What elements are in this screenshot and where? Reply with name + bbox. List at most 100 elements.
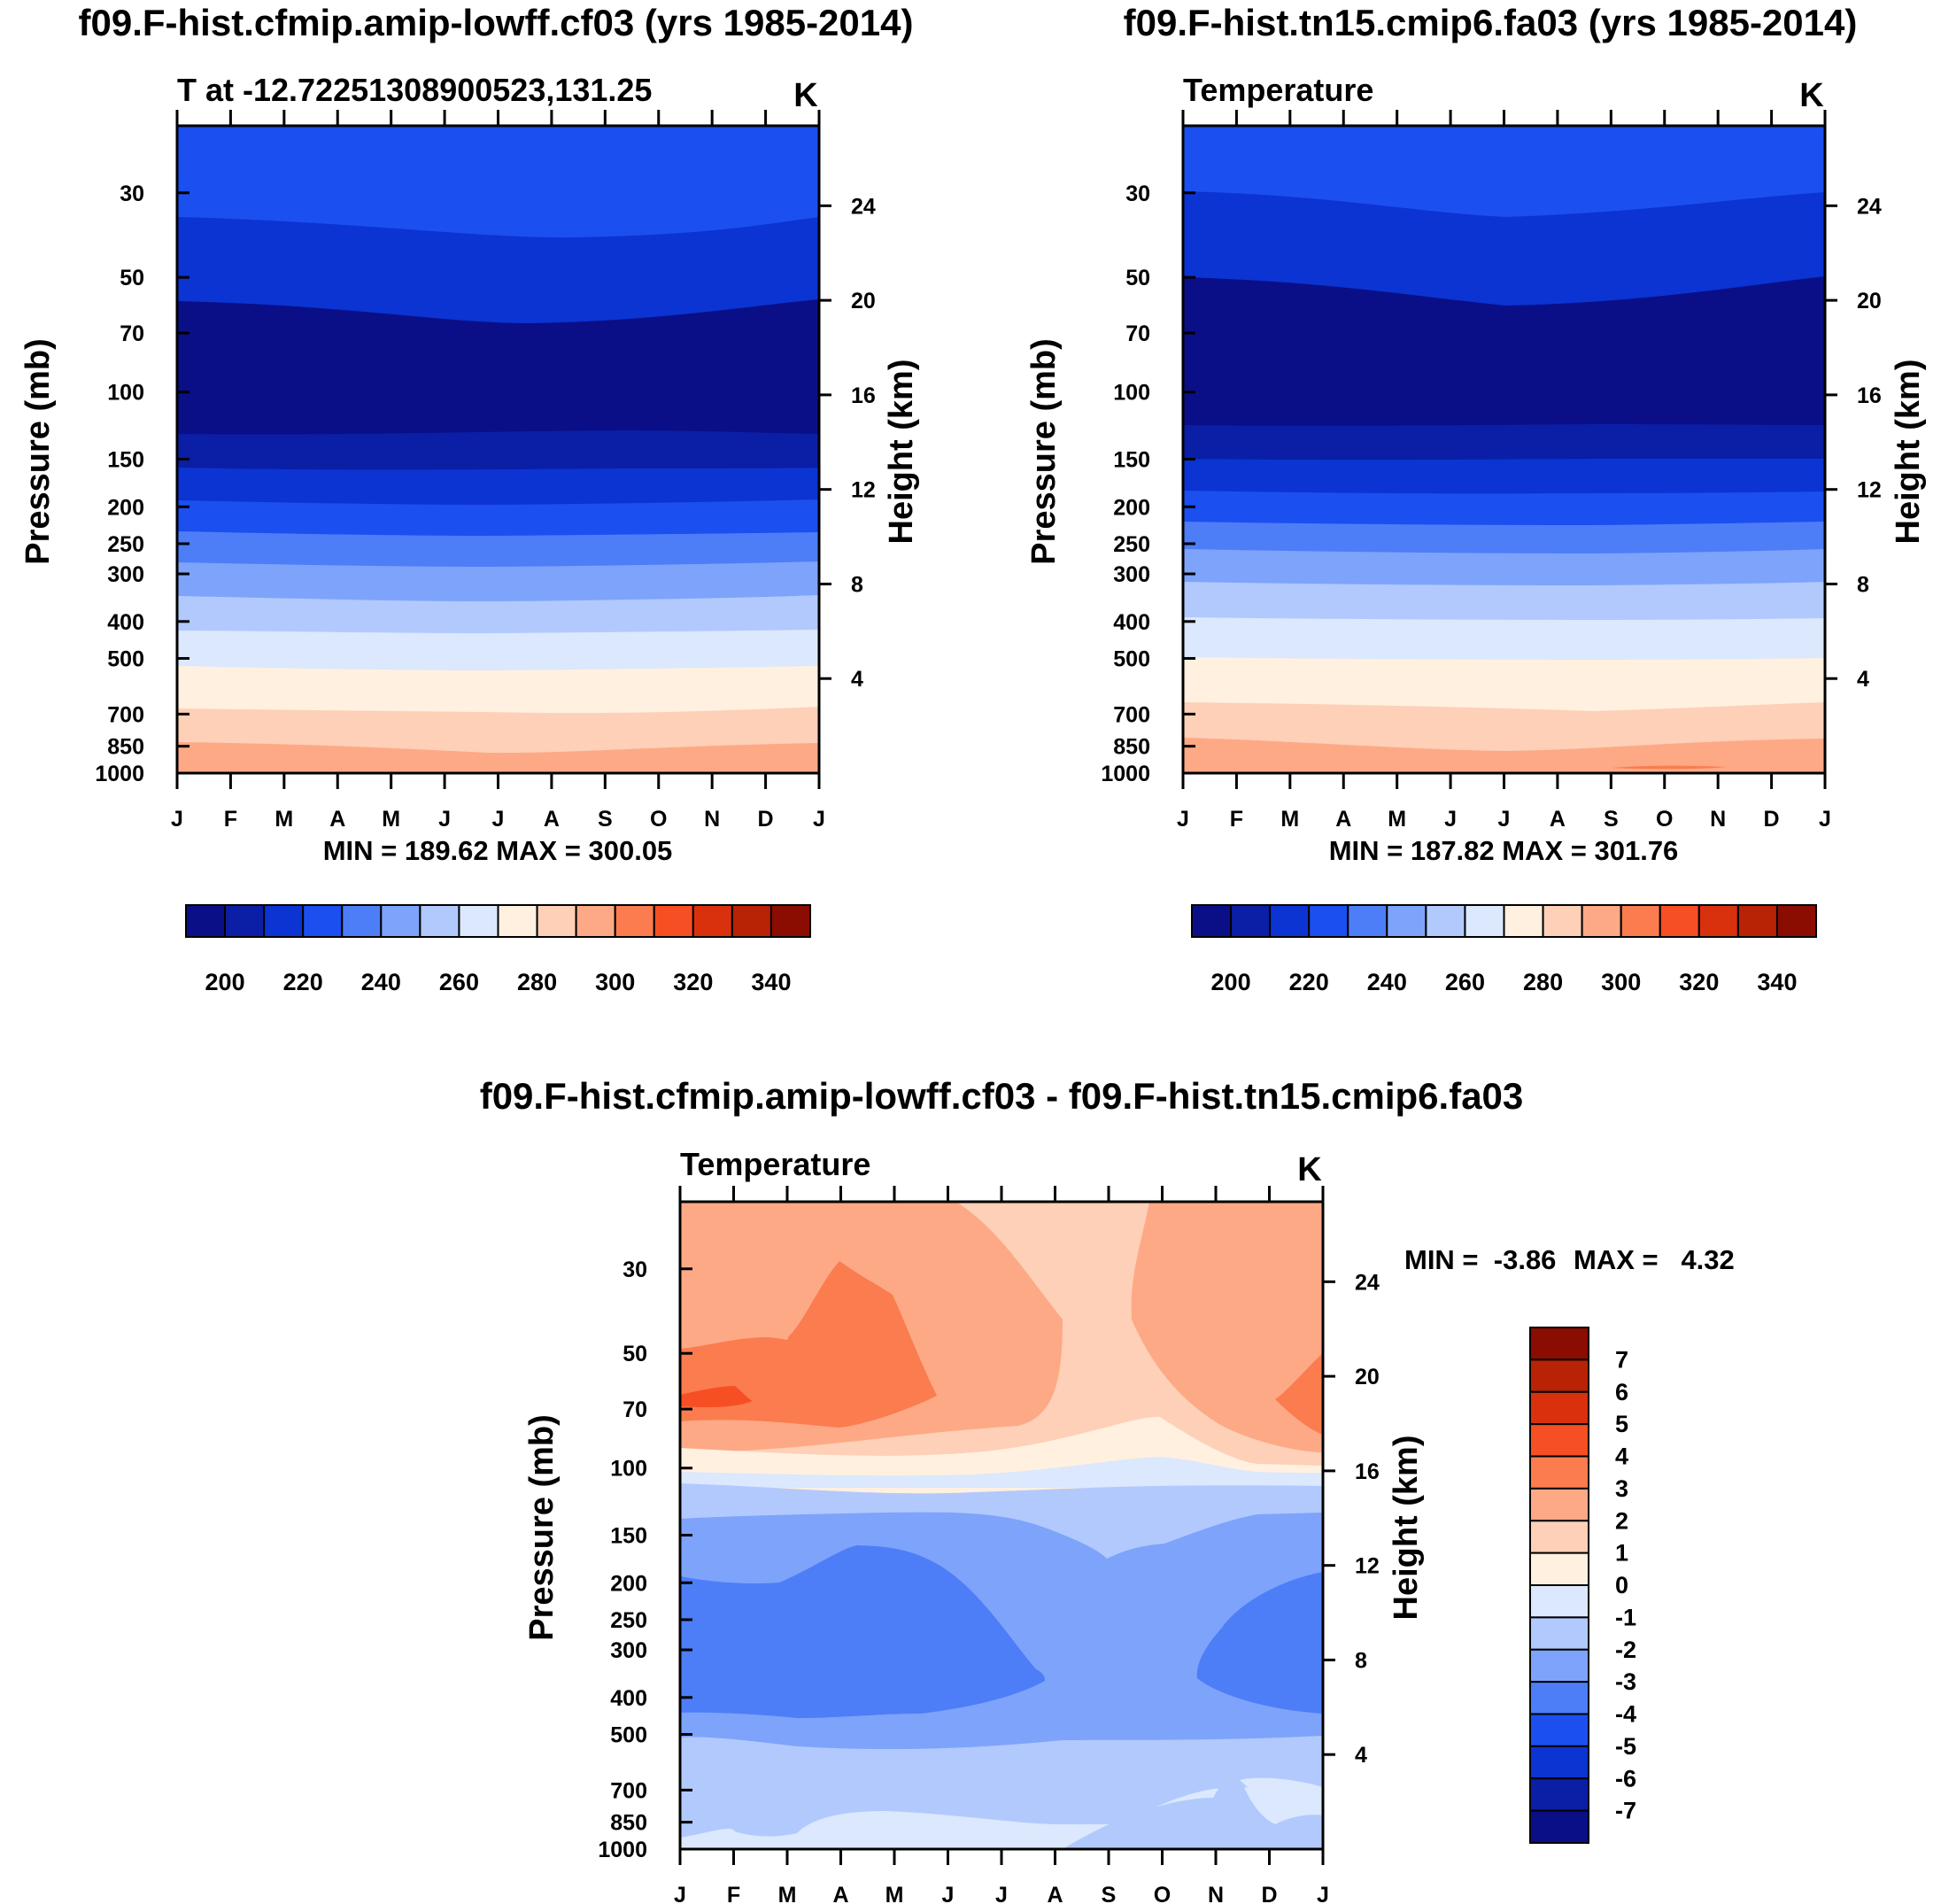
colorbar-swatch <box>731 904 772 938</box>
colorbar-swatch <box>1529 1713 1589 1747</box>
colorbar-label: 280 <box>517 969 557 995</box>
y-tick-label: 100 <box>1113 381 1150 406</box>
y-tick-label: 150 <box>1113 448 1150 473</box>
panel-a-axes: J F M A M J J A S O N D J 30 50 70 100 150 200 250 300 400 500… <box>95 110 876 832</box>
colorbar-swatch <box>1775 904 1817 938</box>
x-tick-label: A <box>544 807 560 832</box>
x-tick-label: F <box>1230 807 1243 832</box>
colorbar-swatch <box>1620 904 1661 938</box>
panel-a: f09.F-hist.cfmip.amip-lowff.cf03 (yrs 19… <box>19 2 920 995</box>
x-tick-label: A <box>832 1883 848 1904</box>
y-tick-label: 850 <box>1113 735 1150 760</box>
y-tick-label: 100 <box>610 1457 647 1482</box>
panel-a-stats: MIN = 189.62 MAX = 300.05 <box>323 835 673 866</box>
panel-b-y2label: Height (km) <box>1890 360 1927 545</box>
x-tick-label: S <box>598 807 613 832</box>
panel-a-y2label: Height (km) <box>883 360 920 545</box>
y-tick-label: 50 <box>120 266 144 290</box>
colorbar-label: 7 <box>1615 1346 1628 1373</box>
colorbar-swatch <box>1191 904 1233 938</box>
colorbar-swatch <box>458 904 499 938</box>
colorbar-label: -1 <box>1615 1604 1636 1630</box>
y2-tick-label: 4 <box>1857 667 1869 692</box>
y-tick-label: 1000 <box>1101 762 1150 786</box>
colorbar-swatch <box>692 904 733 938</box>
colorbar-label: 320 <box>673 969 713 995</box>
region-minus2-minus1 <box>1063 1777 1323 1849</box>
x-tick-label: A <box>1335 807 1351 832</box>
y-tick-label: 300 <box>1113 562 1150 587</box>
colorbar-swatch <box>1529 1487 1589 1522</box>
x-tick-label: D <box>758 807 774 832</box>
colorbar-label: -5 <box>1615 1733 1636 1760</box>
x-tick-label: M <box>1280 807 1299 832</box>
x-tick-label: F <box>727 1883 740 1904</box>
x-tick-label: J <box>942 1883 955 1904</box>
colorbar-swatch <box>1425 904 1466 938</box>
colorbar-swatch <box>341 904 383 938</box>
colorbar-label: 1 <box>1615 1540 1628 1567</box>
x-tick-label: D <box>1261 1883 1277 1904</box>
colorbar-label: 5 <box>1615 1411 1628 1437</box>
y-tick-label: 200 <box>1113 495 1150 520</box>
x-tick-label: J <box>1444 807 1457 832</box>
panel-c-y2label: Height (km) <box>1388 1436 1425 1621</box>
colorbar-swatch <box>1386 904 1427 938</box>
colorbar-swatch <box>769 904 811 938</box>
colorbar-swatch <box>380 904 421 938</box>
y2-tick-label: 12 <box>1857 478 1882 503</box>
y-tick-label: 400 <box>1113 610 1150 635</box>
panel-b-ylabel: Pressure (mb) <box>1025 338 1063 565</box>
colorbar-label: 4 <box>1615 1443 1628 1470</box>
colorbar-label: 220 <box>1289 969 1329 995</box>
colorbar-label: 200 <box>1211 969 1251 995</box>
y2-tick-label: 24 <box>1355 1270 1380 1295</box>
colorbar-label: 0 <box>1615 1572 1628 1598</box>
y2-tick-label: 12 <box>851 478 876 503</box>
panel-a-colorbar: 200 220 240 260 280 300 320 340 <box>185 904 811 995</box>
colorbar-swatch <box>1736 904 1778 938</box>
panel-c-axes: J F M A M J J A S O N D J 30 50 70 100 150 200 250 300 400 500… <box>598 1186 1380 1904</box>
panel-c-colorbar: 7 6 5 4 3 2 1 0 -1 -2 -3 -4 -5 -6 -7 <box>1529 1327 1636 1844</box>
region-3-4 <box>1275 1353 1323 1435</box>
colorbar-swatch <box>1529 1648 1589 1683</box>
region-3-4 <box>680 1261 937 1428</box>
colorbar-label: 300 <box>595 969 635 995</box>
panel-c-title: f09.F-hist.cfmip.amip-lowff.cf03 - f09.F… <box>480 1075 1524 1117</box>
y2-tick-label: 16 <box>1857 383 1882 408</box>
y-tick-label: 70 <box>623 1397 647 1422</box>
x-tick-label: N <box>704 807 720 832</box>
colorbar-label: 200 <box>205 969 245 995</box>
y2-tick-label: 24 <box>851 194 876 219</box>
colorbar-swatch <box>185 904 227 938</box>
colorbar-swatch <box>1529 1584 1589 1619</box>
y-tick-label: 500 <box>610 1722 647 1747</box>
colorbar-swatch <box>1308 904 1349 938</box>
colorbar-swatch <box>1529 1520 1589 1554</box>
x-tick-label: J <box>1819 807 1831 832</box>
colorbar-swatch <box>1269 904 1311 938</box>
y2-tick-label: 20 <box>1355 1365 1380 1389</box>
x-tick-label: N <box>1710 807 1726 832</box>
colorbar-label: 260 <box>439 969 479 995</box>
x-tick-label: J <box>1177 807 1189 832</box>
panel-c: f09.F-hist.cfmip.amip-lowff.cf03 - f09.F… <box>480 1075 1735 1904</box>
x-tick-label: N <box>1208 1883 1224 1904</box>
colorbar-label: 340 <box>751 969 791 995</box>
colorbar-swatch <box>302 904 344 938</box>
panel-a-subtitle-left: T at -12.72251308900523,131.25 <box>177 72 652 108</box>
band-300-310 <box>1612 765 1727 770</box>
y-tick-label: 200 <box>610 1571 647 1596</box>
panel-b-axes: J F M A M J J A S O N D J 30 50 70 100 150 200 250 300 400 500… <box>1101 110 1882 832</box>
x-tick-label: D <box>1764 807 1780 832</box>
x-tick-label: O <box>1154 1883 1171 1904</box>
region-minus1-0 <box>1240 1777 1323 1807</box>
y-tick-label: 70 <box>1125 321 1150 346</box>
colorbar-swatch <box>1529 1745 1589 1780</box>
colorbar-label: 300 <box>1601 969 1641 995</box>
panel-b-subtitle-left: Temperature <box>1183 72 1373 108</box>
colorbar-swatch <box>1659 904 1700 938</box>
y2-tick-label: 16 <box>1355 1459 1380 1484</box>
colorbar-label: 240 <box>361 969 401 995</box>
